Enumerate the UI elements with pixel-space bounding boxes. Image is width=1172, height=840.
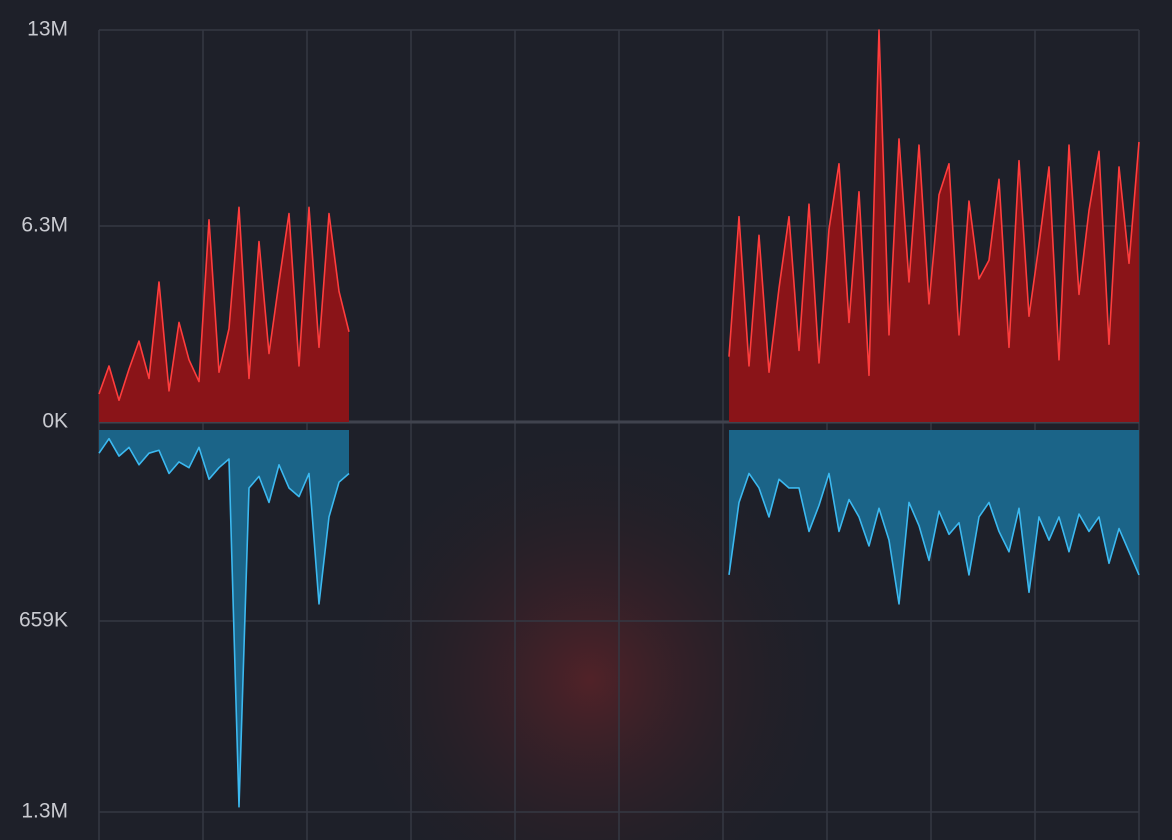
y-tick-label: 13M — [27, 18, 68, 41]
area-line — [98, 29, 1140, 402]
area-fill — [99, 430, 1139, 807]
y-tick-label: 659K — [19, 609, 68, 632]
y-tick-label: 1.3M — [21, 800, 68, 823]
y-tick-label: 0K — [42, 410, 68, 433]
area-line — [98, 437, 1140, 808]
area-fill — [99, 30, 1139, 422]
y-tick-label: 6.3M — [21, 214, 68, 237]
